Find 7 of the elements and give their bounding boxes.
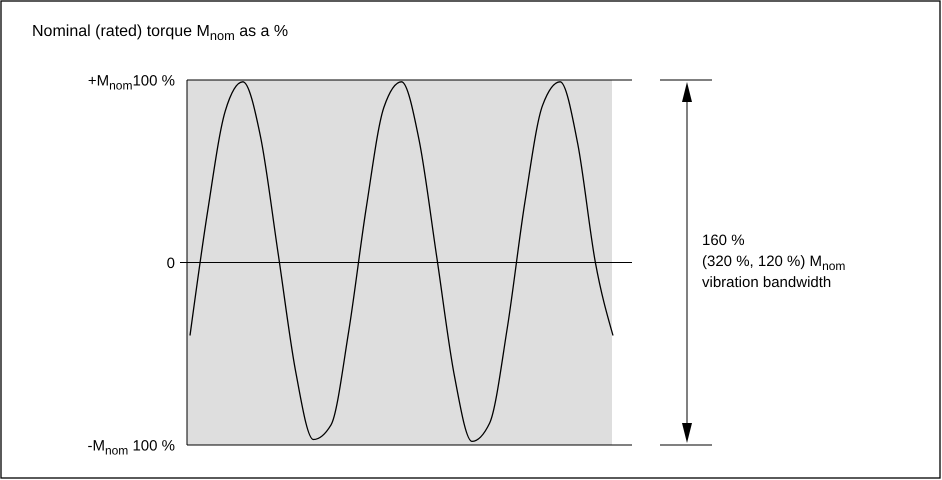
text: 160 %: [702, 232, 745, 249]
y-tick-label: 0: [166, 254, 175, 272]
chart-title: Nominal (rated) torque M$_{nom}$ as a %: [32, 23, 288, 43]
y-tick-label: -M$_{nom}$ 100 %: [87, 437, 175, 457]
y-tick-label: +M$_{nom}$100 %: [88, 72, 175, 92]
text: vibration bandwidth: [702, 274, 832, 291]
text: (320 %, 120 %) M$_{nom}$: [702, 253, 846, 273]
